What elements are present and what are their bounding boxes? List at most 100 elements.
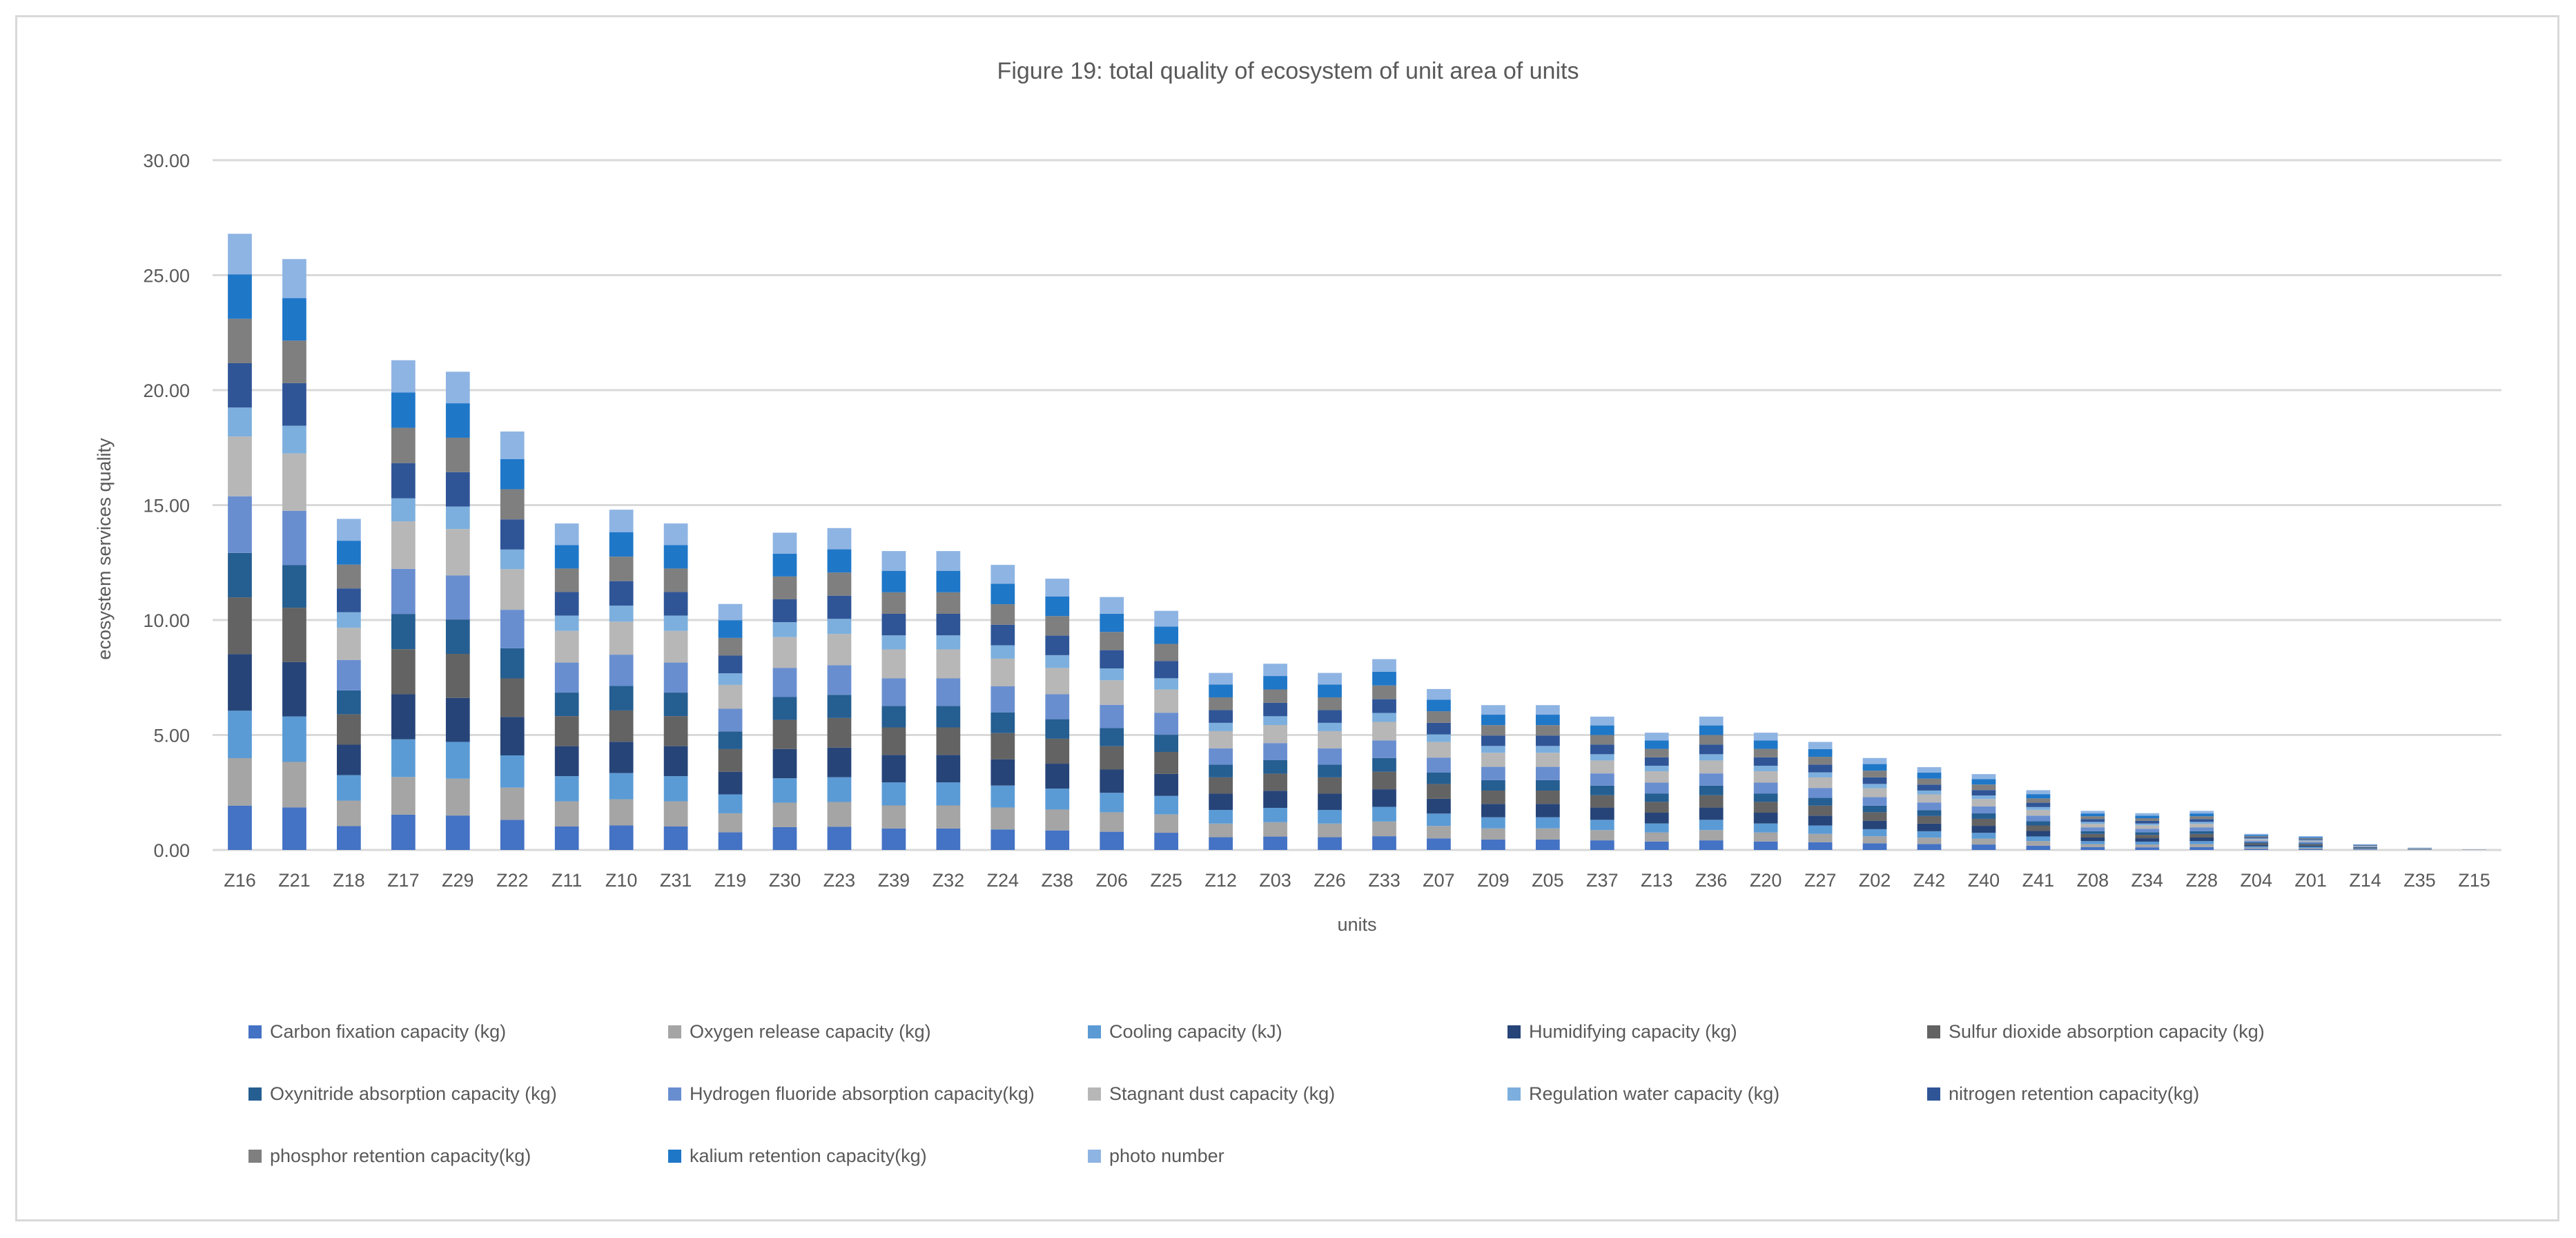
bar-segment: [1209, 710, 1233, 723]
bar-segment: [1535, 753, 1560, 767]
bar-segment: [1209, 673, 1233, 685]
bar-segment: [1100, 746, 1124, 770]
y-tick-label: 20.00: [143, 380, 190, 401]
bar-segment: [881, 614, 906, 636]
bar-segment: [1100, 632, 1124, 650]
legend-label: Carbon fixation capacity (kg): [270, 1021, 507, 1042]
bar-segment: [2135, 815, 2160, 819]
bar-segment: [991, 565, 1015, 584]
bar-segment: [1644, 832, 1669, 842]
bar-segment: [282, 340, 306, 383]
x-tick-label: Z18: [333, 870, 365, 891]
bar-segment: [1917, 823, 1942, 831]
bar-segment: [1808, 805, 1833, 816]
bar-segment: [2135, 818, 2160, 821]
bar-segment: [2026, 806, 2051, 810]
bar-segment: [2299, 839, 2323, 840]
legend-item: Regulation water capacity (kg): [1507, 1080, 1779, 1108]
bar-segment: [1753, 812, 1778, 824]
bar-segment: [1154, 814, 1179, 833]
bar-segment: [663, 826, 688, 850]
bar-segment: [1753, 832, 1778, 842]
bar-segment: [1699, 840, 1724, 850]
bar-segment: [772, 553, 797, 577]
bar-segment: [2135, 841, 2160, 845]
bar-segment: [228, 654, 252, 711]
bar-segment: [1154, 752, 1179, 774]
bar-segment: [337, 800, 361, 826]
bar-segment: [2080, 811, 2105, 814]
bar-segment: [881, 782, 906, 806]
bar-segment: [1753, 771, 1778, 783]
bar-segment: [1808, 764, 1833, 773]
bar-segment: [445, 437, 470, 472]
bar-segment: [1808, 788, 1833, 798]
legend-label: Hydrogen fluoride absorption capacity(kg…: [690, 1083, 1035, 1104]
legend-swatch: [668, 1025, 681, 1038]
bar-segment: [1209, 764, 1233, 777]
bar-segment: [391, 777, 416, 815]
bar-segment: [1699, 785, 1724, 795]
bar-segment: [554, 523, 579, 545]
bar-segment: [1535, 817, 1560, 829]
bar-segment: [609, 799, 634, 826]
legend-label: Cooling capacity (kJ): [1109, 1021, 1282, 1042]
bar-segment: [1372, 757, 1396, 772]
bar-segment: [337, 826, 361, 850]
bar-segment: [1045, 668, 1070, 695]
bar-segment: [1209, 793, 1233, 811]
bar-segment: [445, 815, 470, 850]
bar-segment: [282, 510, 306, 565]
bar-segment: [1753, 793, 1778, 802]
bar-segment: [1263, 836, 1287, 850]
bar-segment: [1862, 836, 1887, 844]
bar-segment: [1644, 812, 1669, 824]
bar-segment: [1263, 791, 1287, 809]
bar-segment: [1971, 833, 1996, 839]
bar-segment: [337, 775, 361, 801]
x-tick-label: Z34: [2131, 870, 2164, 891]
bar-segment: [1481, 735, 1505, 746]
bar-segment: [500, 717, 525, 756]
bar-segment: [2080, 819, 2105, 822]
bar-segment: [1971, 784, 1996, 791]
bar-segment: [2026, 794, 2051, 799]
bar-segment: [1753, 823, 1778, 833]
bar-segment: [1644, 823, 1669, 833]
bar-segment: [827, 619, 852, 635]
bar-segment: [1590, 807, 1614, 820]
bar-segment: [1971, 818, 1996, 826]
bar-segment: [282, 565, 306, 608]
bar-segment: [718, 748, 743, 772]
bar-segment: [2080, 844, 2105, 847]
bar-segment: [1808, 815, 1833, 826]
bar-segment: [1100, 831, 1124, 850]
bar-segment: [663, 662, 688, 693]
bar-segment: [1535, 828, 1560, 840]
bar-segment: [1263, 822, 1287, 837]
bar-segment: [1917, 794, 1942, 803]
x-tick-label: Z15: [2458, 870, 2490, 891]
bar-segment: [936, 635, 961, 650]
bar-segment: [228, 597, 252, 655]
x-tick-label: Z07: [1423, 870, 1455, 891]
bar-segment: [1699, 807, 1724, 820]
bar-segment: [772, 576, 797, 599]
x-tick-label: Z19: [714, 870, 747, 891]
bar-segment: [1917, 784, 1942, 791]
bar-segment: [1154, 795, 1179, 815]
x-tick-label: Z05: [1532, 870, 1564, 891]
legend-item: Carbon fixation capacity (kg): [248, 1018, 506, 1045]
bar-segment: [391, 498, 416, 522]
bar-segment: [1427, 742, 1451, 758]
bar-segment: [445, 472, 470, 507]
bar-segment: [1318, 823, 1342, 838]
bar-segment: [936, 678, 961, 706]
bar-segment: [881, 706, 906, 728]
bar-segment: [391, 814, 416, 850]
bar-segment: [1100, 597, 1124, 614]
bar-segment: [554, 801, 579, 826]
legend-swatch: [668, 1087, 681, 1101]
bar-segment: [827, 528, 852, 550]
bar-segment: [282, 383, 306, 426]
